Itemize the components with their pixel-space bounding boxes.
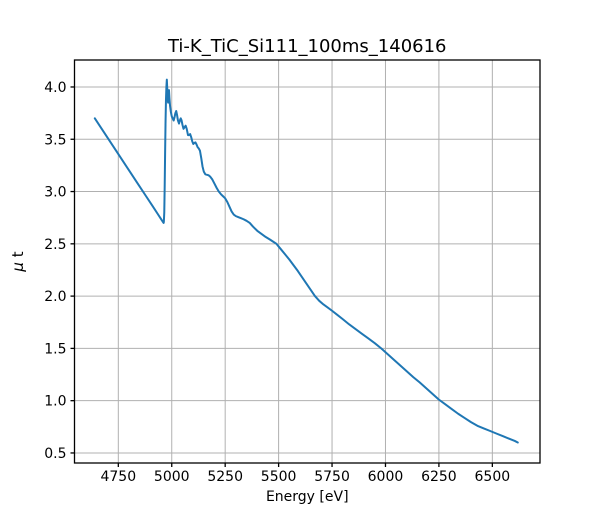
y-tick-label: 2.5: [44, 237, 66, 253]
x-tick-label: 5500: [261, 469, 297, 485]
x-tick-label: 5750: [314, 469, 350, 485]
x-tick-label: 6000: [368, 469, 404, 485]
data-line: [93, 78, 519, 444]
x-tick-label: 4750: [100, 469, 136, 485]
y-tick-label: 2.0: [44, 289, 66, 305]
x-tick-label: 5000: [154, 469, 190, 485]
y-axis-label: μ t: [9, 251, 27, 272]
x-tick-label: 6500: [475, 469, 511, 485]
y-tick-label: 1.0: [44, 394, 66, 410]
plot-border: [73, 59, 541, 464]
y-tick-label: 0.5: [44, 446, 66, 462]
y-tick-label: 1.5: [44, 341, 66, 357]
x-tick-label: 5250: [207, 469, 243, 485]
y-tick-label: 3.0: [44, 185, 66, 201]
x-tick-label: 6250: [421, 469, 457, 485]
chart-title: Ti-K_TiC_Si111_100ms_140616: [167, 36, 447, 57]
y-tick-label: 3.5: [44, 132, 66, 148]
x-axis-label: Energy [eV]: [266, 489, 349, 505]
y-tick-label: 4.0: [44, 80, 66, 96]
